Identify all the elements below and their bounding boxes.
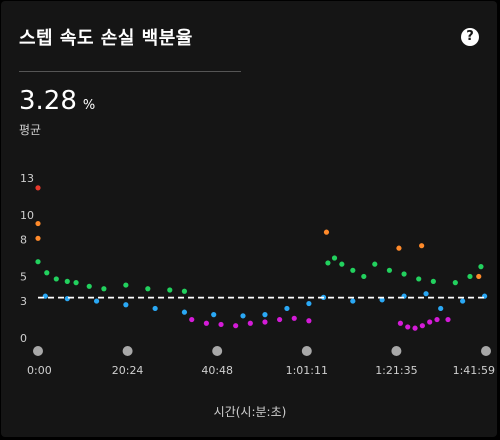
data-point-green [167, 287, 173, 293]
data-point-green [101, 286, 107, 292]
data-point-magenta [405, 324, 411, 330]
data-point-blue [240, 313, 246, 319]
data-point-blue [93, 298, 100, 304]
x-tick-label: 0:00 [27, 364, 52, 377]
x-tick-label: 1:41:59 [453, 364, 495, 377]
data-point-magenta [277, 316, 283, 323]
data-point-blue [379, 297, 385, 303]
data-point-magenta [434, 316, 440, 323]
y-tick-label: 5 [20, 270, 27, 283]
data-point-magenta [445, 316, 451, 323]
timeline-marker-dot[interactable] [212, 346, 223, 356]
question-circle-icon[interactable]: ? [461, 28, 479, 46]
data-point-green [467, 273, 473, 280]
data-point-green [361, 273, 367, 280]
page-title: 스텝 속도 손실 백분율 [19, 28, 193, 49]
data-point-green [350, 267, 356, 273]
data-point-green [35, 259, 41, 265]
data-point-green [325, 260, 331, 266]
data-point-magenta [189, 316, 195, 323]
data-point-green [372, 261, 378, 267]
data-point-blue [211, 312, 217, 318]
timeline-marker-dot[interactable] [33, 346, 43, 356]
y-tick-label: 8 [20, 234, 27, 247]
data-point-magenta [233, 323, 239, 329]
data-point-green [416, 276, 422, 282]
data-point-red [35, 185, 41, 191]
scatter-chart[interactable]: 0 3 5 8 10 13 0:00 20:24 40:48 1:01:11 1:21:35 1:41… [0, 160, 500, 390]
average-label: 평균 [19, 123, 42, 137]
x-tick-label: 1:21:35 [375, 364, 417, 377]
y-tick-label: 13 [20, 172, 34, 185]
data-point-green [86, 283, 92, 289]
data-point-green [331, 255, 338, 261]
data-point-blue [181, 309, 188, 315]
data-point-green [44, 270, 50, 276]
data-point-green [53, 276, 59, 282]
x-tick-label: 20:24 [112, 364, 144, 377]
data-point-green [386, 267, 393, 273]
y-tick-label: 10 [20, 209, 34, 222]
x-tick-label: 40:48 [201, 364, 233, 377]
data-point-blue [123, 302, 129, 308]
data-point-blue [423, 291, 429, 297]
data-point-green [452, 280, 458, 286]
timeline-marker-dot[interactable] [301, 346, 312, 356]
data-point-green [123, 282, 129, 288]
data-point-green [478, 264, 484, 270]
data-point-blue [438, 305, 444, 312]
timeline-marker-dot[interactable] [391, 346, 402, 356]
data-point-green [430, 278, 436, 284]
y-tick-label: 3 [20, 295, 27, 308]
data-point-orange [35, 220, 41, 227]
data-point-green [73, 280, 79, 286]
data-point-magenta [397, 320, 404, 326]
data-point-magenta [306, 318, 312, 324]
average-number: 3.28 [19, 86, 77, 116]
data-point-orange [35, 235, 41, 241]
data-point-orange [419, 243, 425, 249]
data-point-green [145, 286, 151, 292]
y-tick-label: 0 [20, 332, 27, 345]
title-divider [19, 71, 241, 72]
data-point-orange [476, 273, 482, 280]
data-point-blue [284, 305, 290, 312]
data-point-green [339, 261, 345, 267]
data-point-magenta [412, 325, 418, 331]
average-unit: % [82, 98, 96, 113]
x-tick-label: 1:01:11 [286, 364, 328, 377]
data-point-magenta [427, 319, 433, 325]
data-point-green [181, 288, 188, 294]
data-point-green [401, 271, 407, 277]
data-point-orange [323, 229, 330, 235]
data-point-magenta [218, 321, 224, 328]
x-axis-title: 시간(시:분:초) [213, 405, 287, 419]
data-point-orange [396, 245, 402, 251]
timeline-marker-dot[interactable] [122, 346, 133, 356]
timeline-marker-dot[interactable] [481, 346, 491, 356]
data-point-magenta [203, 320, 209, 326]
data-point-magenta [291, 315, 297, 321]
data-point-blue [152, 305, 158, 312]
data-point-magenta [262, 319, 268, 325]
data-point-blue [262, 312, 268, 318]
data-point-magenta [419, 323, 425, 329]
data-point-blue [306, 300, 312, 307]
data-point-magenta [247, 320, 253, 326]
data-point-blue [42, 293, 48, 299]
data-point-green [64, 278, 70, 284]
data-point-blue [350, 298, 356, 304]
average-value: 3.28% [19, 86, 95, 116]
data-point-blue [460, 298, 466, 304]
